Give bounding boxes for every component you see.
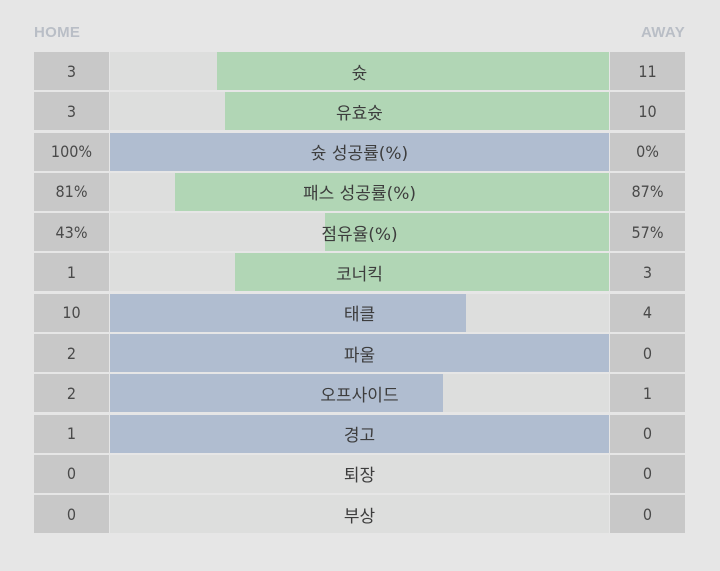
stat-row: 81% 패스 성공률(%) 87% bbox=[34, 172, 685, 211]
home-stat-value: 2 bbox=[34, 334, 109, 373]
home-stat-value: 43% bbox=[34, 213, 109, 252]
home-stat-value: 1 bbox=[34, 253, 109, 292]
away-stat-value: 0 bbox=[610, 454, 685, 493]
stat-row: 43% 점유율(%) 57% bbox=[34, 213, 685, 252]
stat-row: 3 유효슛 10 bbox=[34, 92, 685, 131]
stat-label: 경고 bbox=[343, 426, 376, 447]
stat-row: 100% 슛 성공률(%) 0% bbox=[34, 132, 685, 171]
home-stat-value: 100% bbox=[34, 132, 109, 171]
away-stat-value: 11 bbox=[610, 52, 685, 90]
stat-label: 파울 bbox=[343, 345, 376, 366]
away-share-fill bbox=[174, 172, 609, 211]
stat-bar: 퇴장 bbox=[110, 454, 609, 493]
home-team-label: HOME bbox=[34, 24, 81, 41]
home-stat-value: 81% bbox=[34, 172, 109, 211]
stat-row: 0 퇴장 0 bbox=[34, 454, 685, 493]
stat-bar: 부상 bbox=[110, 495, 609, 534]
away-share-fill bbox=[234, 253, 609, 292]
stat-rows: 3 슛 11 3 유효슛 10 100% 슛 성공률(%) 0% 81% 패스 성공률(%) 87% 4… bbox=[34, 52, 685, 536]
stat-label: 코너킥 bbox=[336, 264, 383, 285]
stat-row: 2 오프사이드 1 bbox=[34, 374, 685, 413]
stat-row: 0 부상 0 bbox=[34, 495, 685, 534]
stat-label: 부상 bbox=[343, 506, 376, 527]
stat-row: 10 태클 4 bbox=[34, 293, 685, 332]
away-stat-value: 1 bbox=[610, 374, 685, 413]
away-share-fill bbox=[324, 213, 609, 252]
stat-bar: 오프사이드 bbox=[110, 374, 609, 413]
stat-bar: 코너킥 bbox=[110, 253, 609, 292]
stat-row: 1 경고 0 bbox=[34, 414, 685, 453]
stat-label: 패스 성공률(%) bbox=[302, 184, 417, 205]
stat-label: 점유율(%) bbox=[321, 224, 398, 245]
away-stat-value: 0% bbox=[610, 132, 685, 171]
away-share-fill bbox=[217, 52, 609, 90]
stat-bar: 슛 성공률(%) bbox=[110, 132, 609, 171]
home-stat-value: 1 bbox=[34, 414, 109, 453]
stat-bar: 태클 bbox=[110, 293, 609, 332]
home-stat-value: 3 bbox=[34, 52, 109, 90]
home-share-fill bbox=[110, 334, 609, 373]
stat-bar: 패스 성공률(%) bbox=[110, 172, 609, 211]
stat-bar: 유효슛 bbox=[110, 92, 609, 131]
home-stat-value: 0 bbox=[34, 495, 109, 534]
away-team-label: AWAY bbox=[641, 24, 685, 41]
away-stat-value: 0 bbox=[610, 334, 685, 373]
stat-label: 퇴장 bbox=[343, 466, 376, 487]
away-share-fill bbox=[224, 92, 609, 131]
stat-label: 태클 bbox=[343, 305, 376, 326]
stat-bar: 경고 bbox=[110, 414, 609, 453]
home-stat-value: 2 bbox=[34, 374, 109, 413]
away-stat-value: 0 bbox=[610, 495, 685, 534]
home-stat-value: 0 bbox=[34, 454, 109, 493]
home-share-fill bbox=[110, 293, 467, 332]
away-stat-value: 87% bbox=[610, 172, 685, 211]
stat-row: 1 코너킥 3 bbox=[34, 253, 685, 292]
home-stat-value: 3 bbox=[34, 92, 109, 131]
stat-bar: 파울 bbox=[110, 334, 609, 373]
away-stat-value: 10 bbox=[610, 92, 685, 131]
away-stat-value: 3 bbox=[610, 253, 685, 292]
home-share-fill bbox=[110, 414, 609, 453]
away-stat-value: 0 bbox=[610, 414, 685, 453]
stat-label: 슛 성공률(%) bbox=[310, 144, 409, 165]
stat-bar: 점유율(%) bbox=[110, 213, 609, 252]
stat-label: 유효슛 bbox=[336, 103, 383, 124]
stat-row: 3 슛 11 bbox=[34, 52, 685, 90]
away-stat-value: 57% bbox=[610, 213, 685, 252]
stat-label: 슛 bbox=[351, 63, 368, 84]
stat-label: 오프사이드 bbox=[320, 385, 399, 406]
home-share-fill bbox=[110, 132, 609, 171]
home-share-fill bbox=[110, 374, 443, 413]
stat-bar: 슛 bbox=[110, 52, 609, 90]
away-stat-value: 4 bbox=[610, 293, 685, 332]
stat-row: 2 파울 0 bbox=[34, 334, 685, 373]
home-stat-value: 10 bbox=[34, 293, 109, 332]
